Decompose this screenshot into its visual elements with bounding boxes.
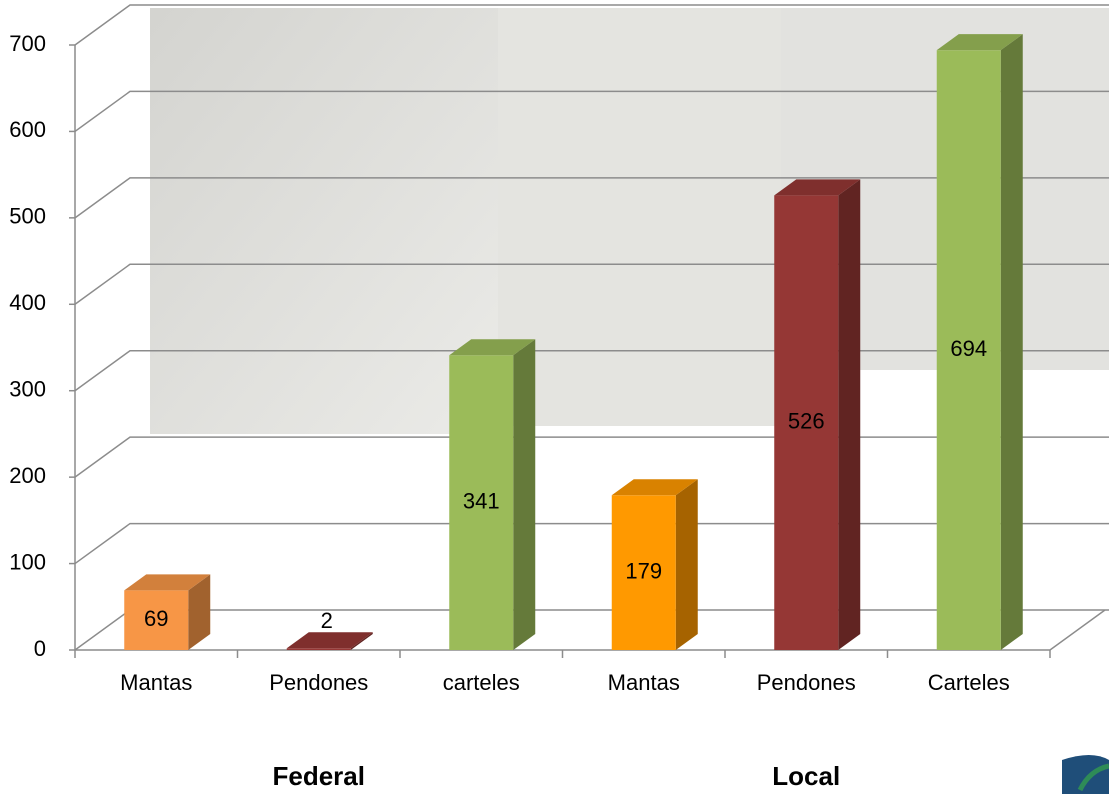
y-tick-label: 200 <box>9 463 46 488</box>
x-tick-label: Carteles <box>928 670 1010 695</box>
data-label: 526 <box>788 409 825 434</box>
group-label: Local <box>772 761 840 791</box>
y-tick-label: 0 <box>34 636 46 661</box>
bar <box>287 648 351 650</box>
y-tick-label: 500 <box>9 204 46 229</box>
data-label: 179 <box>625 558 662 583</box>
group-label: Federal <box>273 761 366 791</box>
bar-side <box>513 339 535 650</box>
y-tick-label: 700 <box>9 31 46 56</box>
x-tick-label: carteles <box>443 670 520 695</box>
background-photo <box>498 8 781 426</box>
data-label: 2 <box>321 608 333 633</box>
bar-top <box>287 632 373 648</box>
logo <box>1062 755 1109 794</box>
x-tick-label: Mantas <box>120 670 192 695</box>
data-label: 694 <box>950 336 987 361</box>
y-tick-label: 600 <box>9 117 46 142</box>
background-photo <box>150 8 498 434</box>
data-label: 341 <box>463 488 500 513</box>
x-tick-label: Pendones <box>757 670 856 695</box>
bar-side <box>676 479 698 650</box>
data-label: 69 <box>144 606 168 631</box>
bar-side <box>1001 34 1023 650</box>
y-tick-label: 300 <box>9 377 46 402</box>
y-tick-label: 400 <box>9 290 46 315</box>
y-tick-label: 100 <box>9 549 46 574</box>
x-tick-label: Mantas <box>608 670 680 695</box>
x-tick-label: Pendones <box>269 670 368 695</box>
bar-side <box>838 179 860 650</box>
chart: 0 100 200 300 400 500 600 700 Mantas 69 Pendones 2… <box>0 0 1109 794</box>
